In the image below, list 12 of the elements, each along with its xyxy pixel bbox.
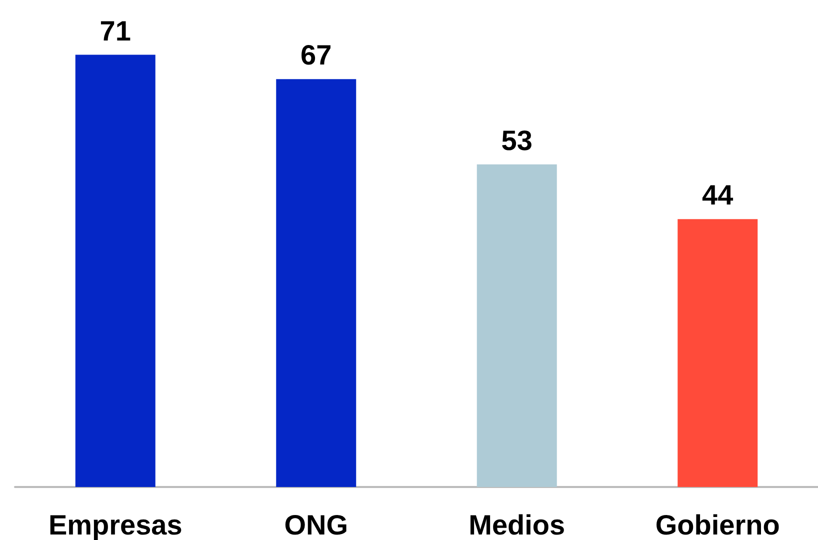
bar	[75, 54, 156, 487]
data-label: 71	[100, 15, 131, 46]
data-label: 53	[501, 124, 532, 156]
bar	[678, 219, 758, 487]
bar	[276, 79, 356, 487]
data-label: 67	[300, 40, 332, 71]
x-tick-label: Gobierno	[655, 510, 780, 540]
x-tick-label: Medios	[468, 510, 566, 540]
x-tick-label: ONG	[284, 510, 348, 540]
bar	[476, 164, 557, 487]
x-tick-label: Empresas	[48, 510, 182, 540]
data-label: 44	[702, 180, 734, 211]
